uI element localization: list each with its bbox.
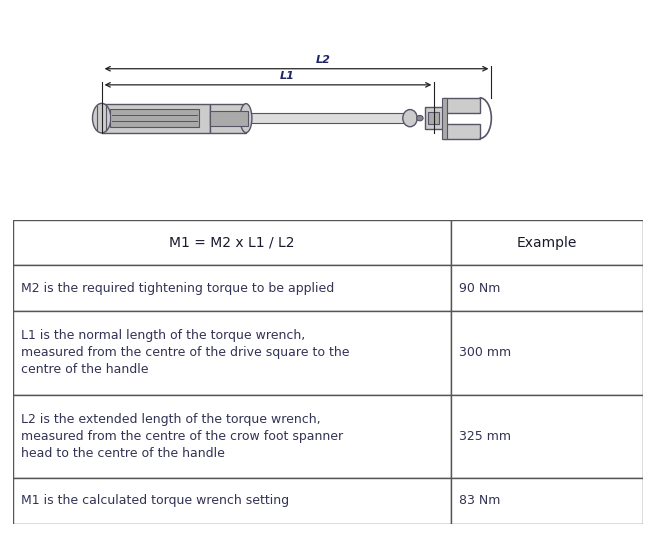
Bar <box>442 98 447 139</box>
Text: M2 is the required tightening torque to be applied: M2 is the required tightening torque to … <box>21 281 335 295</box>
Bar <box>102 104 210 133</box>
Bar <box>443 124 480 139</box>
Circle shape <box>417 115 423 121</box>
Bar <box>210 104 246 133</box>
Bar <box>13 478 451 524</box>
Text: Example: Example <box>517 236 577 250</box>
Text: 325 mm: 325 mm <box>459 430 511 443</box>
Text: M1 is the calculated torque wrench setting: M1 is the calculated torque wrench setti… <box>21 495 289 507</box>
Text: L1: L1 <box>280 71 295 81</box>
Bar <box>110 109 199 127</box>
Bar <box>210 111 248 126</box>
Text: 83 Nm: 83 Nm <box>459 495 501 507</box>
Bar <box>451 395 643 478</box>
Bar <box>13 220 451 265</box>
Ellipse shape <box>240 104 252 133</box>
Text: M1 = M2 x L1 / L2: M1 = M2 x L1 / L2 <box>169 236 295 250</box>
Bar <box>248 113 415 123</box>
Ellipse shape <box>403 110 417 127</box>
Bar <box>428 112 439 124</box>
Bar <box>13 265 451 311</box>
Text: L2: L2 <box>316 55 330 65</box>
Bar <box>425 107 443 129</box>
Bar <box>451 220 643 265</box>
Text: 90 Nm: 90 Nm <box>459 281 501 295</box>
Bar <box>451 265 643 311</box>
Bar <box>13 395 451 478</box>
Bar <box>451 311 643 395</box>
Text: L1 is the normal length of the torque wrench,
measured from the centre of the dr: L1 is the normal length of the torque wr… <box>21 329 350 376</box>
Bar <box>13 311 451 395</box>
Ellipse shape <box>92 103 111 133</box>
Text: 300 mm: 300 mm <box>459 346 511 359</box>
Bar <box>451 478 643 524</box>
Text: L2 is the extended length of the torque wrench,
measured from the centre of the : L2 is the extended length of the torque … <box>21 413 344 460</box>
Bar <box>443 98 480 113</box>
